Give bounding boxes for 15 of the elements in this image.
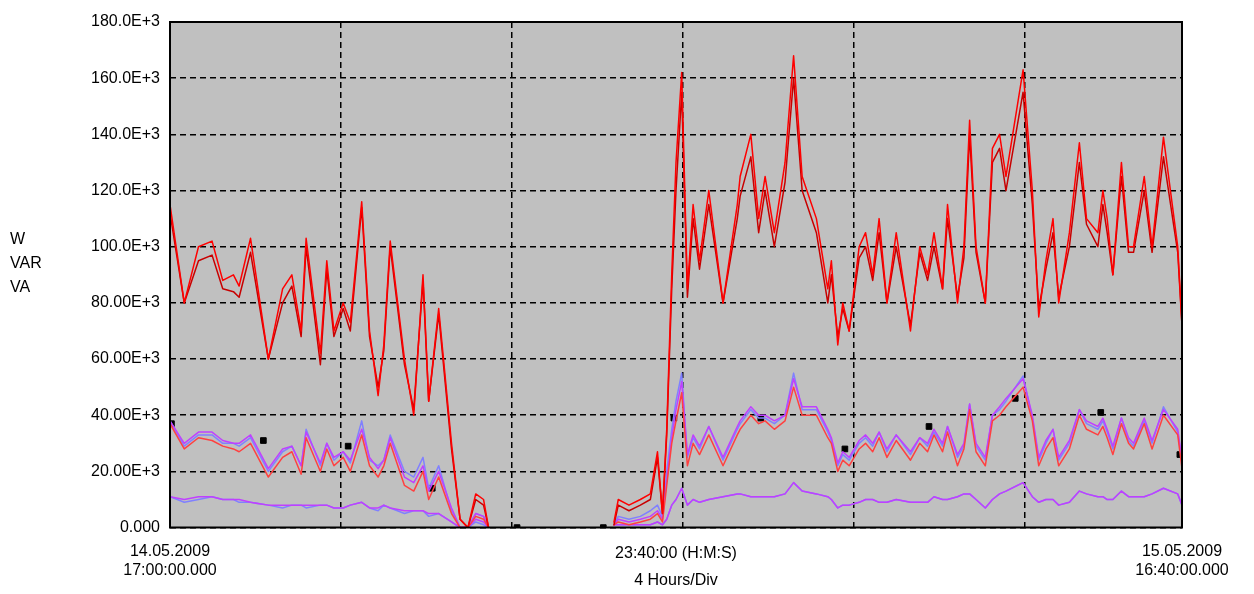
y-tick-label: 120.0E+3 [91, 180, 161, 198]
y-axis-title: W VAR VA [10, 230, 42, 296]
x-tick-label: 15.05.2009 16:40:00.000 [1135, 541, 1229, 578]
y-tick-label: 20.00E+3 [91, 461, 161, 479]
y-tick-label: 60.00E+3 [91, 349, 161, 367]
x-tick-label: 14.05.2009 17:00:00.000 [123, 541, 217, 578]
y-tick-label: 0.000 [119, 518, 161, 536]
y-tick-label: 160.0E+3 [91, 68, 161, 86]
y-tick-label: 140.0E+3 [91, 124, 161, 142]
y-tick-label: 80.00E+3 [91, 293, 161, 311]
x-axis-title: 23:40:00 (H:M:S) [615, 544, 737, 562]
y-tick-label: 180.0E+3 [91, 12, 161, 30]
text: 4 Hours/Div [634, 571, 718, 589]
y-tick-label: 100.0E+3 [91, 237, 161, 255]
y-tick-label: 40.00E+3 [91, 405, 161, 423]
